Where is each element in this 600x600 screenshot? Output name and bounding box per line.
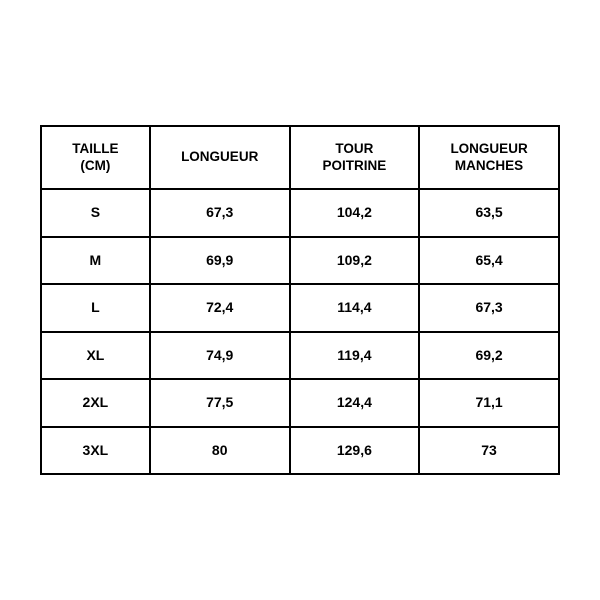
table-row: 3XL 80 129,6 73 [41,427,559,475]
cell-size: 3XL [41,427,150,475]
header-taille-line2: (CM) [48,158,143,175]
table-body: S 67,3 104,2 63,5 M 69,9 109,2 65,4 L 72… [41,189,559,474]
header-longueur: LONGUEUR [150,126,290,190]
cell-longueur: 69,9 [150,237,290,285]
cell-size: M [41,237,150,285]
cell-longueur: 67,3 [150,189,290,237]
cell-poitrine: 109,2 [290,237,420,285]
header-longueur-line1: LONGUEUR [157,149,283,166]
cell-poitrine: 119,4 [290,332,420,380]
header-poitrine-line1: TOUR [297,141,413,158]
cell-size: L [41,284,150,332]
cell-poitrine: 124,4 [290,379,420,427]
header-row: TAILLE (CM) LONGUEUR TOUR POITRINE LONGU… [41,126,559,190]
cell-size: 2XL [41,379,150,427]
table-row: M 69,9 109,2 65,4 [41,237,559,285]
cell-poitrine: 129,6 [290,427,420,475]
cell-size: S [41,189,150,237]
cell-manches: 63,5 [419,189,559,237]
cell-longueur: 77,5 [150,379,290,427]
table-row: XL 74,9 119,4 69,2 [41,332,559,380]
cell-manches: 67,3 [419,284,559,332]
header-poitrine: TOUR POITRINE [290,126,420,190]
header-taille: TAILLE (CM) [41,126,150,190]
cell-longueur: 80 [150,427,290,475]
header-manches-line1: LONGUEUR [426,141,552,158]
header-manches-line2: MANCHES [426,158,552,175]
cell-poitrine: 114,4 [290,284,420,332]
cell-poitrine: 104,2 [290,189,420,237]
cell-manches: 69,2 [419,332,559,380]
cell-longueur: 72,4 [150,284,290,332]
cell-manches: 65,4 [419,237,559,285]
cell-longueur: 74,9 [150,332,290,380]
table-row: L 72,4 114,4 67,3 [41,284,559,332]
header-poitrine-line2: POITRINE [297,158,413,175]
header-manches: LONGUEUR MANCHES [419,126,559,190]
table-row: S 67,3 104,2 63,5 [41,189,559,237]
size-chart-table: TAILLE (CM) LONGUEUR TOUR POITRINE LONGU… [40,125,560,476]
table-row: 2XL 77,5 124,4 71,1 [41,379,559,427]
cell-manches: 73 [419,427,559,475]
cell-size: XL [41,332,150,380]
cell-manches: 71,1 [419,379,559,427]
header-taille-line1: TAILLE [48,141,143,158]
